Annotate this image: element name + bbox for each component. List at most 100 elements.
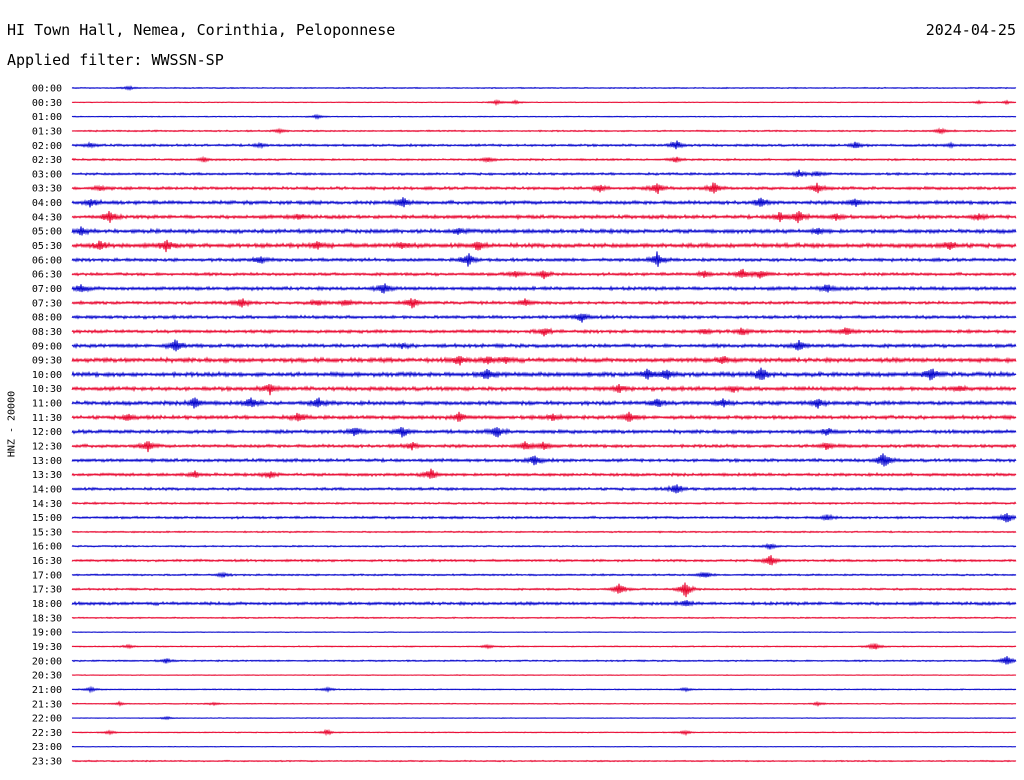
- row-time-label: 16:30: [32, 556, 62, 567]
- trace-row: [71, 685, 1017, 694]
- row-time-label: 10:00: [32, 370, 62, 381]
- station-title: HI Town Hall, Nemea, Corinthia, Peloponn…: [7, 21, 396, 39]
- row-time-label: 01:00: [32, 112, 62, 123]
- trace-row: [71, 226, 1017, 236]
- trace-row: [71, 383, 1017, 396]
- row-time-label: 12:00: [32, 427, 62, 438]
- row-time-label: 00:30: [32, 98, 62, 109]
- trace-row: [71, 616, 1017, 620]
- row-time-label: 07:30: [32, 298, 62, 309]
- row-time-label: 01:30: [32, 126, 62, 137]
- trace-row: [71, 555, 1017, 566]
- trace-row: [71, 85, 1017, 92]
- row-time-label: 19:00: [32, 628, 62, 639]
- row-time-label: 02:30: [32, 155, 62, 166]
- trace-row: [71, 542, 1017, 550]
- trace-row: [71, 427, 1017, 438]
- trace-row: [71, 197, 1017, 208]
- row-time-label: 21:30: [32, 699, 62, 710]
- trace-row: [71, 642, 1017, 650]
- trace-row: [71, 582, 1017, 598]
- row-time-label: 05:30: [32, 241, 62, 252]
- trace-row: [71, 127, 1017, 135]
- trace-row: [71, 98, 1017, 107]
- trace-row: [71, 355, 1017, 366]
- row-time-label: 15:30: [32, 527, 62, 538]
- row-time-label: 07:00: [32, 284, 62, 295]
- row-time-label: 17:00: [32, 570, 62, 581]
- row-time-label: 04:00: [32, 198, 62, 209]
- row-time-label: 22:30: [32, 728, 62, 739]
- row-time-label: 13:00: [32, 456, 62, 467]
- trace-row: [71, 283, 1017, 294]
- row-time-label: 18:00: [32, 599, 62, 610]
- row-time-label: 14:30: [32, 499, 62, 510]
- filter-label: Applied filter: WWSSN-SP: [7, 51, 224, 69]
- trace-row: [71, 656, 1017, 665]
- row-time-label: 19:30: [32, 642, 62, 653]
- trace-row: [71, 155, 1017, 164]
- row-time-label: 12:30: [32, 442, 62, 453]
- row-time-label: 11:00: [32, 399, 62, 410]
- trace-row: [71, 182, 1017, 194]
- row-time-label: 13:30: [32, 470, 62, 481]
- row-time-label: 06:00: [32, 255, 62, 266]
- row-time-label: 20:30: [32, 671, 62, 682]
- trace-row: [71, 140, 1017, 150]
- trace-row: [71, 728, 1017, 737]
- trace-row: [71, 268, 1017, 280]
- trace-row: [71, 759, 1017, 763]
- trace-row: [71, 600, 1017, 607]
- row-time-label: 17:30: [32, 585, 62, 596]
- row-time-label: 14:00: [32, 484, 62, 495]
- row-time-label: 21:00: [32, 685, 62, 696]
- trace-row: [71, 745, 1017, 748]
- trace-row: [71, 251, 1017, 267]
- trace-row: [71, 468, 1017, 479]
- trace-row: [71, 239, 1017, 253]
- trace-row: [71, 327, 1017, 337]
- trace-row: [71, 571, 1017, 579]
- trace-row: [71, 367, 1017, 381]
- row-time-label: 05:00: [32, 227, 62, 238]
- row-time-label: 08:30: [32, 327, 62, 338]
- row-time-label: 18:30: [32, 613, 62, 624]
- trace-row: [71, 411, 1017, 422]
- trace-row: [71, 313, 1017, 323]
- row-time-label: 10:30: [32, 384, 62, 395]
- trace-row: [71, 513, 1017, 523]
- row-time-label: 09:30: [32, 356, 62, 367]
- trace-row: [71, 484, 1017, 494]
- trace-row: [71, 715, 1017, 721]
- trace-row: [71, 674, 1017, 677]
- recording-date: 2024-04-25: [925, 21, 1016, 39]
- row-time-label: 23:30: [32, 757, 62, 768]
- trace-row: [71, 397, 1017, 409]
- row-time-label: 08:00: [32, 313, 62, 324]
- trace-row: [71, 700, 1017, 708]
- row-time-label: 00:00: [32, 84, 62, 95]
- row-time-label: 03:00: [32, 169, 62, 180]
- row-time-label: 22:00: [32, 714, 62, 725]
- row-time-label: 16:00: [32, 542, 62, 553]
- row-time-label: 11:30: [32, 413, 62, 424]
- trace-row: [71, 113, 1017, 120]
- row-time-label: 23:00: [32, 742, 62, 753]
- trace-row: [71, 441, 1017, 453]
- trace-row: [71, 298, 1017, 309]
- row-time-label: 15:00: [32, 513, 62, 524]
- row-time-label: 20:00: [32, 656, 62, 667]
- trace-row: [71, 631, 1017, 634]
- row-time-label: 09:00: [32, 341, 62, 352]
- trace-row: [71, 530, 1017, 534]
- trace-row: [71, 501, 1017, 506]
- trace-row: [71, 169, 1017, 178]
- row-time-label: 02:00: [32, 141, 62, 152]
- trace-row: [71, 453, 1017, 467]
- row-time-label: 03:30: [32, 184, 62, 195]
- row-time-label: 06:30: [32, 270, 62, 281]
- row-time-label: 04:30: [32, 212, 62, 223]
- trace-row: [71, 339, 1017, 352]
- trace-row: [71, 210, 1017, 224]
